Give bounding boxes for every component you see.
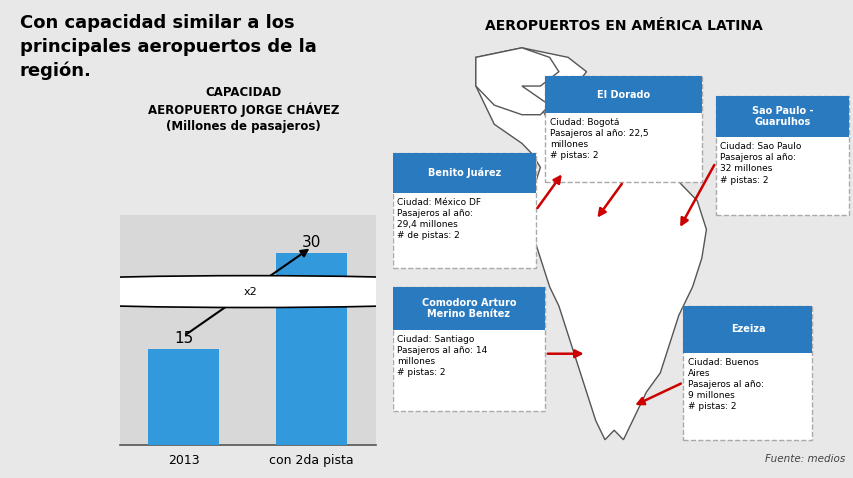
Text: Ciudad: Santiago
Pasajeros al año: 14
millones
# pistas: 2: Ciudad: Santiago Pasajeros al año: 14 mi… — [397, 335, 487, 377]
Bar — [276, 253, 346, 445]
FancyBboxPatch shape — [682, 306, 811, 440]
Text: Ciudad: México DF
Pasajeros al año:
29,4 millones
# de pistas: 2: Ciudad: México DF Pasajeros al año: 29,4… — [397, 198, 481, 240]
Polygon shape — [475, 48, 705, 440]
Text: Fuente: medios: Fuente: medios — [763, 454, 844, 464]
FancyBboxPatch shape — [392, 287, 544, 330]
FancyBboxPatch shape — [544, 76, 701, 113]
Polygon shape — [475, 48, 558, 115]
Text: Comodoro Arturo
Merino Benítez: Comodoro Arturo Merino Benítez — [421, 298, 515, 319]
Text: Ciudad: Buenos
Aires
Pasajeros al año:
9 millones
# pistas: 2: Ciudad: Buenos Aires Pasajeros al año: 9… — [688, 358, 763, 411]
Text: Sao Paulo -
Guarulhos: Sao Paulo - Guarulhos — [751, 106, 812, 127]
Text: AEROPUERTOS EN AMÉRICA LATINA: AEROPUERTOS EN AMÉRICA LATINA — [484, 19, 762, 33]
FancyBboxPatch shape — [715, 96, 849, 215]
Circle shape — [0, 276, 570, 307]
FancyBboxPatch shape — [392, 153, 535, 193]
Text: El Dorado: El Dorado — [596, 90, 649, 100]
Text: Ciudad: Sao Paulo
Pasajeros al año:
32 millones
# pistas: 2: Ciudad: Sao Paulo Pasajeros al año: 32 m… — [719, 142, 801, 185]
Text: Con capacidad similar a los
principales aeropuertos de la
región.: Con capacidad similar a los principales … — [20, 14, 316, 80]
Bar — [148, 349, 218, 445]
Text: x2: x2 — [243, 287, 257, 296]
Text: Ciudad: Bogotá
Pasajeros al año: 22,5
millones
# pistas: 2: Ciudad: Bogotá Pasajeros al año: 22,5 mi… — [549, 118, 647, 160]
FancyBboxPatch shape — [392, 153, 535, 268]
FancyBboxPatch shape — [715, 96, 849, 138]
Text: CAPACIDAD
AEROPUERTO JORGE CHÁVEZ
(Millones de pasajeros): CAPACIDAD AEROPUERTO JORGE CHÁVEZ (Millo… — [148, 86, 339, 133]
Text: 30: 30 — [302, 235, 321, 250]
FancyBboxPatch shape — [544, 76, 701, 182]
Text: 15: 15 — [174, 331, 193, 346]
Text: Benito Juárez: Benito Juárez — [427, 168, 501, 178]
FancyBboxPatch shape — [682, 306, 811, 353]
FancyBboxPatch shape — [392, 287, 544, 411]
Text: Ezeiza: Ezeiza — [730, 325, 764, 334]
